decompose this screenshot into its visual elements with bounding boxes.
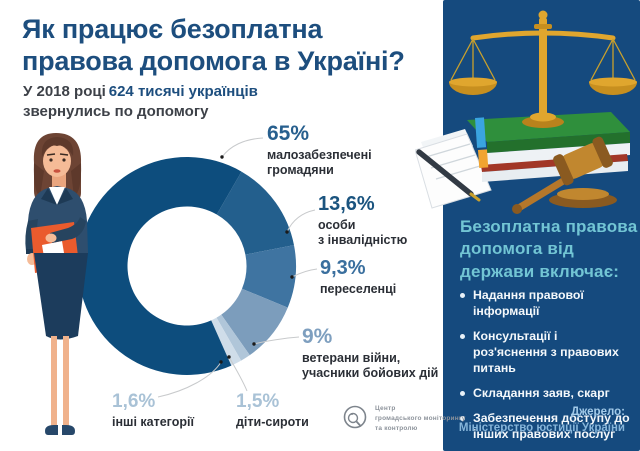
donut-slice-9-3 [241,245,296,308]
callout-15: 1,5% діти-сироти [236,392,309,430]
callout-15-label: діти-сироти [236,414,309,429]
logo-text: Центр громадського моніторингу та контро… [375,405,466,432]
callout-16-label: інші категорії [112,414,194,429]
callout-93: 9,3% переселенці [320,258,396,297]
pen-icon [416,149,474,197]
legal-aid-bullet: Забезпечення доступу до інших правових п… [460,411,632,443]
panel-heading: Безоплатна правова допомога від держави вк… [460,217,638,281]
callout-15-percent: 1,5% [236,391,280,412]
callout-9-percent: 9% [302,325,333,348]
donut-chart [77,157,296,375]
callout-93-label: переселенці [320,282,397,296]
subtitle-line2: звернулись по допомогу [23,103,209,121]
callout-65-percent: 65% [267,122,310,145]
source-note: Джерело: Міністерство юстиції України [459,404,625,436]
donut-slice-1-5 [216,314,250,361]
legal-aid-bullet: Складання заяв, скарг [460,386,632,402]
subtitle: У 2018 році 624 тисячі українців звернулис… [23,82,323,123]
callout-136-percent: 13,6% [318,193,375,215]
page-title-line1: Як працює безоплатна [22,14,323,44]
callout-65-label: малозабезпечені громадяни [267,148,372,178]
callout-136-label: особи з інвалідністю [318,218,408,248]
callout-16-percent: 1,6% [112,391,156,412]
page-title: Як працює безоплатна правова допомога в У… [22,14,442,78]
callout-93-percent: 9,3% [320,257,366,279]
callout-9: 9% ветерани війни, учасники бойових дій [302,325,439,382]
donut-slice-9 [221,288,288,356]
magnifier-logo-icon [343,405,367,429]
donut-slice-65 [77,157,242,375]
woman-illustration [25,133,88,435]
justice-illustration [415,10,637,214]
callout-9-label: ветерани війни, учасники бойових дій [302,351,439,381]
source-label: Джерело: [570,406,625,418]
callout-line-65 [221,137,264,158]
donut-slice-13-6 [216,171,294,255]
callout-136: 13,6% особи з інвалідністю [318,194,407,249]
legal-aid-bullet: Консультації і роз'яснення з правових пи… [460,329,632,377]
page-title-line2: правова допомога в Україні? [22,45,405,76]
subtitle-highlight: 624 тисячі українців [108,83,258,100]
legal-aid-bullet-list: Надання правової інформації Консультації … [460,288,632,451]
donut-slice-1-6 [211,317,242,366]
callout-16: 1,6% інші категорії [112,392,194,430]
source-value: Міністерство юстиції України [458,422,625,435]
callout-65: 65% малозабезпечені громадяни [267,122,372,179]
subtitle-prefix: У 2018 році [23,83,106,100]
legal-aid-bullet: Надання правової інформації [460,288,632,320]
monitoring-centre-logo: Центр громадського моніторингу та контро… [342,404,466,433]
